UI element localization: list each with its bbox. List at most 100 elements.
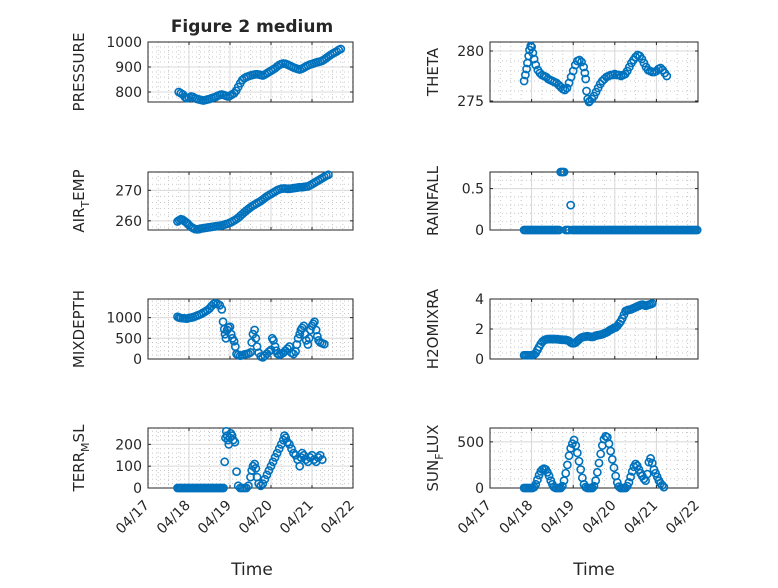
- data-series: [173, 426, 327, 493]
- data-point: [217, 304, 227, 314]
- y-tick-label: 500: [115, 331, 142, 347]
- data-point: [241, 483, 251, 493]
- x-tick-label: 04/19: [195, 498, 235, 538]
- data-point: [560, 85, 570, 95]
- data-point: [228, 435, 238, 445]
- data-point: [273, 349, 282, 359]
- y-tick-label: 260: [115, 214, 142, 230]
- data-point: [519, 76, 529, 86]
- y-axis-label: MIXDEPTH: [70, 290, 88, 368]
- subplot-h2omixra: 0 2 4 H2OMIXRA: [424, 288, 699, 369]
- data-point: [220, 457, 230, 467]
- data-point: [282, 437, 292, 447]
- data-point: [250, 325, 259, 335]
- data-point: [522, 64, 532, 74]
- x-tick-label: 04/18: [154, 498, 194, 538]
- figure-title: Figure 2 medium: [171, 17, 333, 37]
- data-point: [569, 435, 579, 445]
- y-axis-label-tail: EMP: [70, 169, 88, 200]
- x-tick-label: 04/18: [497, 498, 537, 538]
- y-axis-label: TERRMSL: [70, 424, 92, 493]
- y-tick-label: 280: [457, 44, 484, 60]
- data-point: [562, 83, 572, 93]
- data-point: [311, 325, 321, 335]
- y-tick-label: 0: [133, 352, 142, 368]
- data-point: [647, 299, 657, 308]
- y-axis-label: AIRTEMP: [70, 169, 92, 232]
- data-point: [293, 333, 303, 343]
- data-point: [281, 433, 291, 443]
- data-point: [609, 463, 619, 473]
- y-tick-label: 800: [115, 85, 142, 101]
- data-point: [575, 55, 584, 65]
- data-point: [557, 481, 567, 491]
- data-point: [566, 200, 576, 210]
- data-point: [258, 479, 268, 489]
- x-tick-label: 04/20: [236, 498, 276, 538]
- data-point: [229, 336, 239, 346]
- data-point: [295, 461, 305, 471]
- y-tick-label: 2: [475, 322, 484, 338]
- data-point: [285, 439, 294, 449]
- data-point: [520, 70, 530, 80]
- y-tick-label: 900: [115, 60, 142, 76]
- x-tick-label: 04/22: [663, 498, 703, 538]
- axes-box: [147, 41, 354, 103]
- data-point: [251, 463, 261, 473]
- data-series: [519, 41, 672, 107]
- data-point: [219, 483, 228, 493]
- y-axis-label: SUNFLUX: [424, 425, 446, 492]
- data-point: [562, 460, 572, 470]
- y-tick-label: 100: [115, 459, 142, 475]
- y-axis-label-subscript: M: [79, 442, 92, 452]
- y-axis-label: THETA: [424, 47, 442, 97]
- data-point: [574, 456, 584, 466]
- data-series: [174, 44, 346, 105]
- data-point: [264, 466, 274, 475]
- data-point: [268, 457, 278, 467]
- data-point: [250, 459, 259, 469]
- data-series: [519, 167, 702, 235]
- data-point: [531, 60, 541, 70]
- data-point: [582, 86, 591, 96]
- y-axis-label-main: TERR: [70, 452, 88, 493]
- y-axis-label: PRESSURE: [70, 33, 88, 112]
- data-series: [519, 431, 669, 493]
- data-point: [226, 329, 236, 339]
- y-tick-label: 0.5: [462, 182, 484, 198]
- y-axis-label: H2OMIXRA: [424, 288, 442, 369]
- subplot-rainfall: 0 0.5 RAINFALL: [424, 165, 702, 239]
- data-point: [297, 448, 307, 458]
- data-point: [589, 481, 599, 491]
- data-point: [607, 454, 617, 464]
- data-point: [256, 481, 266, 491]
- data-point: [581, 74, 591, 84]
- y-tick-label: 1000: [106, 311, 142, 327]
- data-series: [519, 299, 657, 360]
- data-series: [173, 170, 333, 234]
- data-point: [260, 474, 270, 484]
- data-point: [310, 317, 319, 327]
- data-point: [289, 349, 298, 359]
- subplot-theta: 275 280 THETA: [424, 41, 699, 110]
- data-point: [587, 483, 597, 493]
- data-point: [529, 54, 539, 64]
- data-point: [657, 480, 667, 490]
- axes-box: [147, 298, 354, 360]
- subplot-terr: 0 100 200 04/17 04/18 04/19 04/20 04/21 04/22 TER…: [70, 424, 358, 537]
- data-point: [323, 170, 333, 180]
- y-axis-label-main: THETA: [424, 47, 442, 97]
- x-tick-label: 04/21: [277, 498, 317, 538]
- data-point: [528, 48, 538, 58]
- data-series: [173, 298, 329, 362]
- y-tick-label: 0: [133, 481, 142, 497]
- y-axis-label-main: H2OMIXRA: [424, 288, 442, 369]
- x-tick-label: 04/20: [580, 498, 620, 538]
- data-point: [304, 333, 314, 343]
- x-tick-label: 04/19: [538, 498, 578, 538]
- y-axis-label-main: MIXDEPTH: [70, 290, 88, 368]
- data-point: [561, 468, 571, 478]
- y-tick-label: 500: [457, 435, 484, 451]
- x-tick-label: 04/22: [318, 498, 358, 538]
